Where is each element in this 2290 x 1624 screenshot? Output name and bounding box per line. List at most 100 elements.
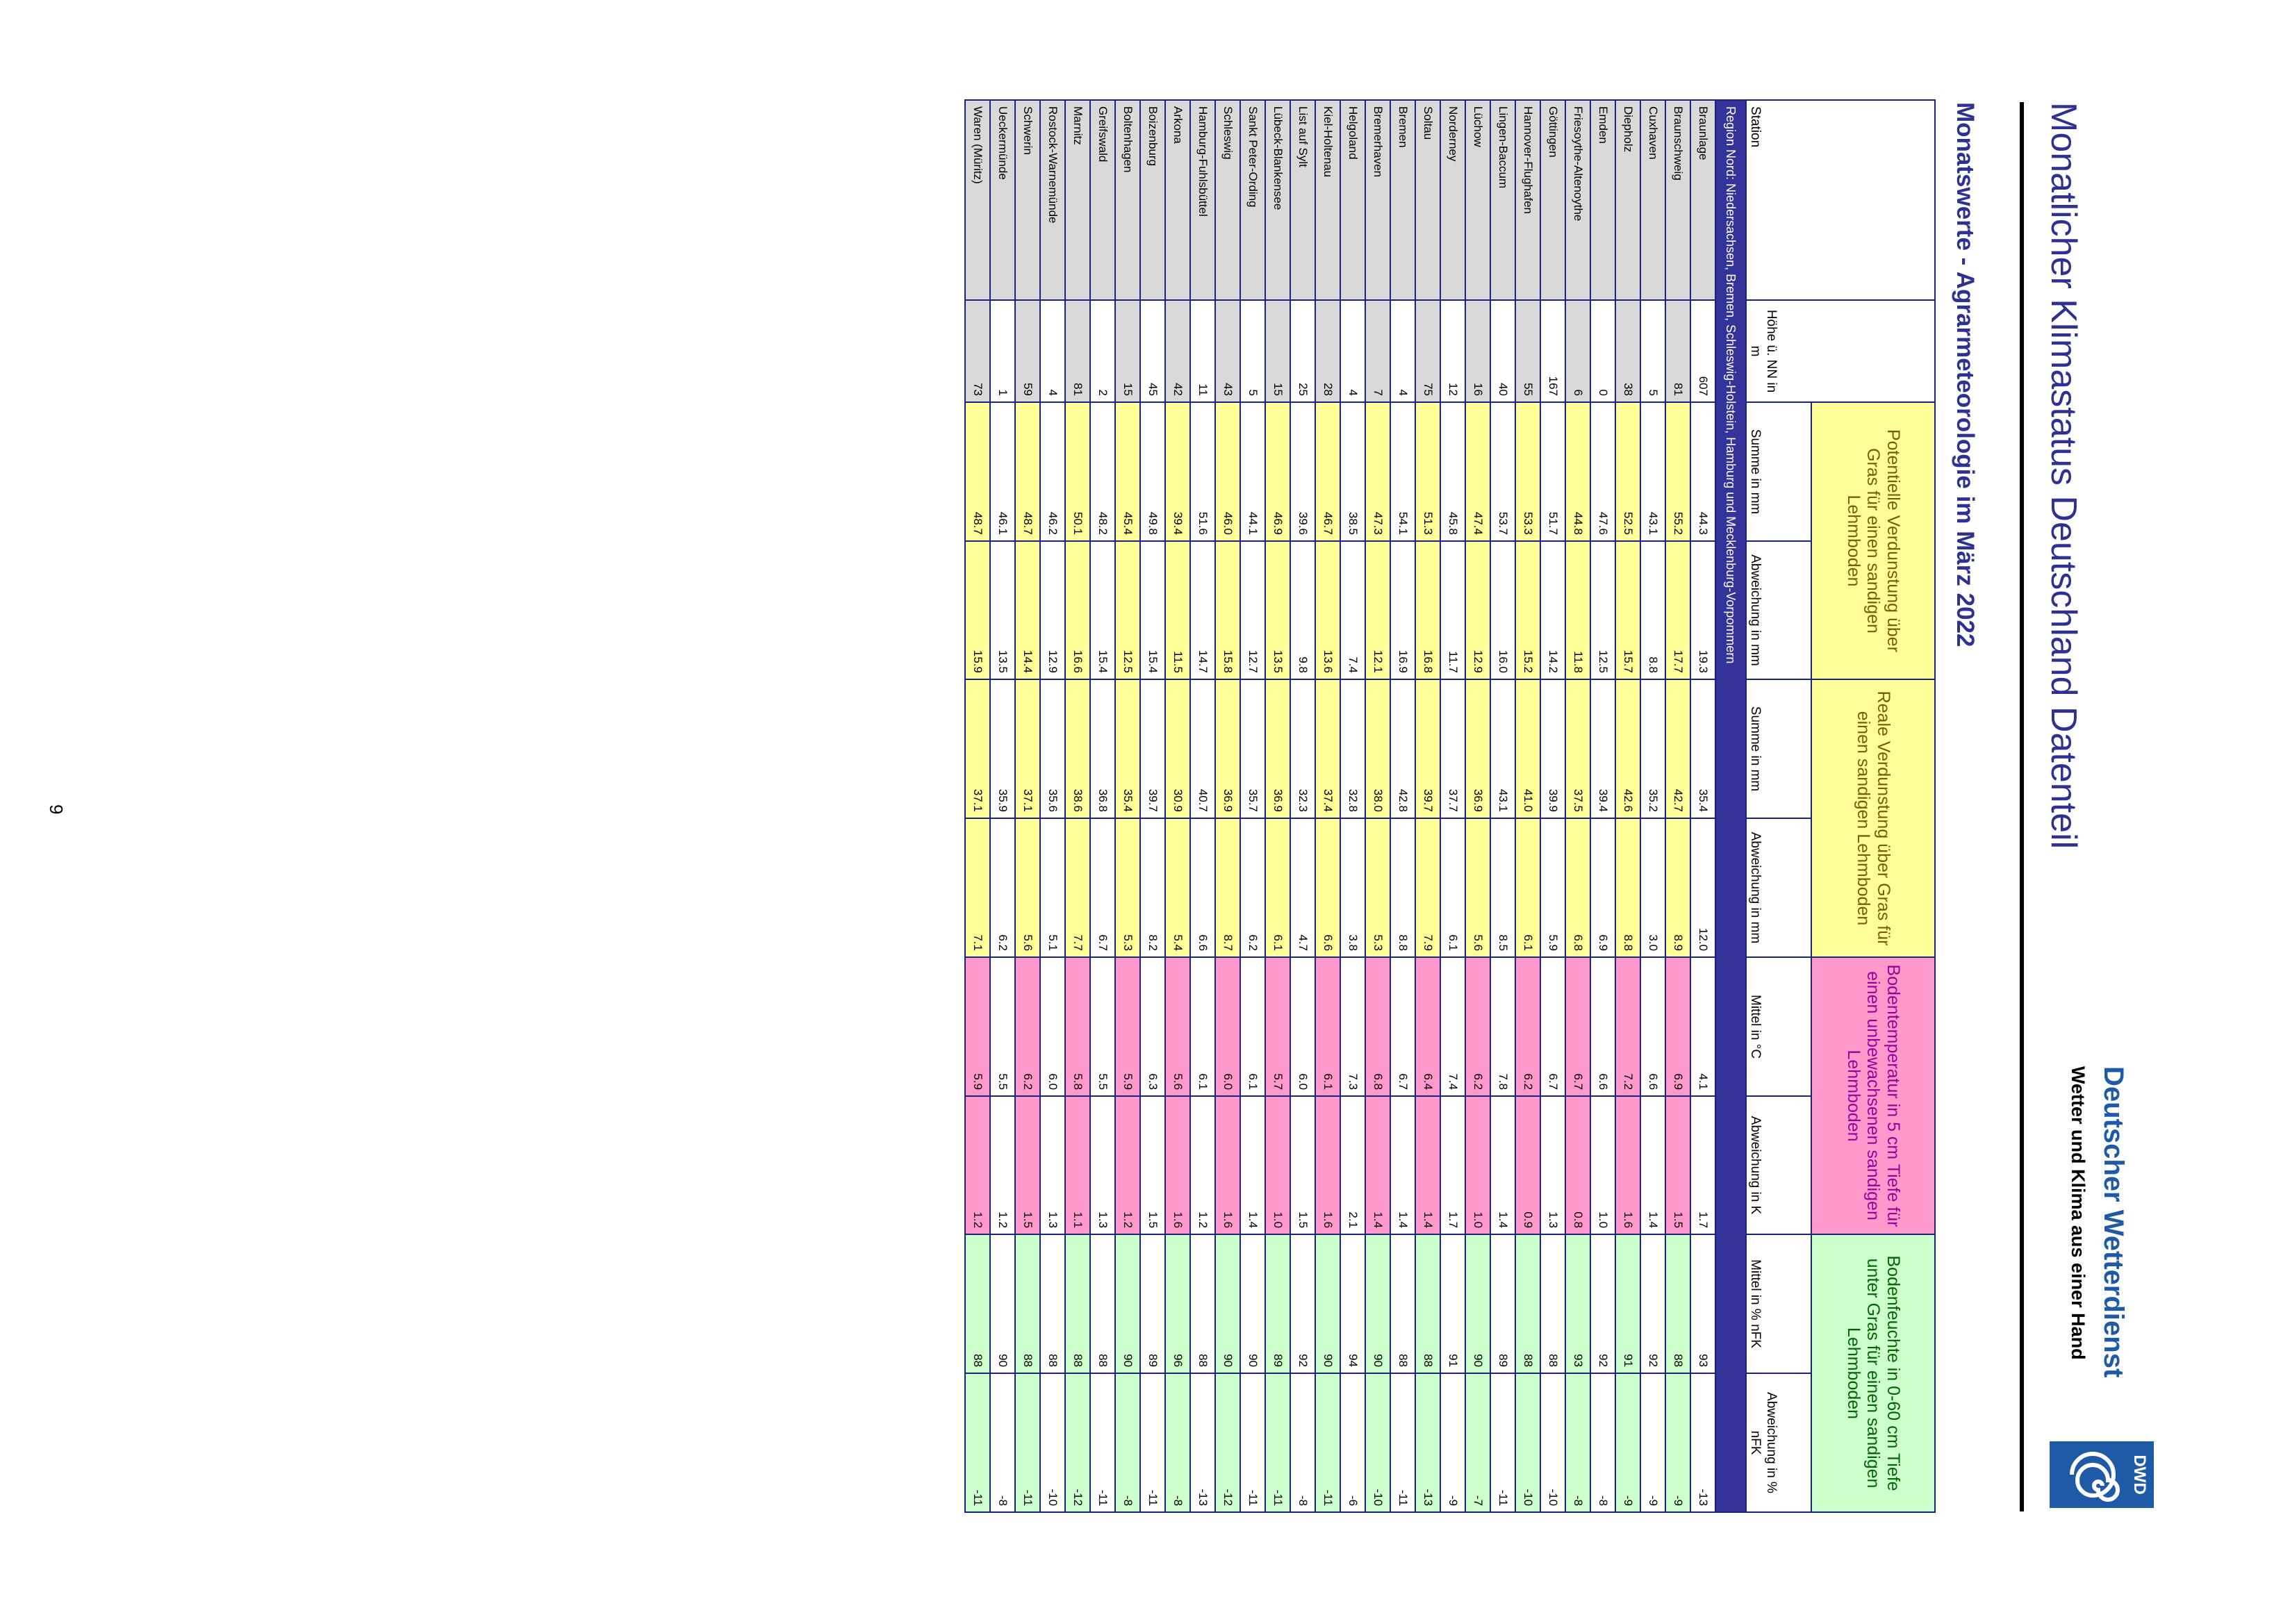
- station-cell: Bremen: [1390, 100, 1415, 300]
- value-cell: 88: [1415, 1234, 1440, 1374]
- value-cell: 14.4: [1015, 541, 1040, 680]
- station-cell: Marnitz: [1065, 100, 1090, 300]
- value-cell: 0.9: [1515, 1096, 1540, 1235]
- value-cell: 88: [1540, 1234, 1565, 1374]
- value-cell: 44.1: [1240, 402, 1265, 541]
- station-cell: Greifswald: [1090, 100, 1115, 300]
- value-cell: 8.2: [1140, 818, 1165, 958]
- value-cell: 46.1: [990, 402, 1015, 541]
- station-cell: Schwerin: [1015, 100, 1040, 300]
- value-cell: 90: [1365, 1234, 1390, 1374]
- station-cell: Braunschweig: [1665, 100, 1690, 300]
- value-cell: 89: [1265, 1234, 1290, 1374]
- value-cell: 5.9: [1115, 957, 1140, 1097]
- data-table: Station Höhe ü. NN in m Potentielle Verdun…: [964, 99, 1936, 1513]
- region-cell: Region Nord: Niedersachsen, Bremen, Schl…: [1715, 100, 1746, 1513]
- data-row: Göttingen 167 51.7 14.2 39.9 5.9 6.7 1.3 88 -10: [1540, 100, 1565, 1513]
- value-cell: 35.7: [1240, 679, 1265, 819]
- value-cell: 4: [1040, 300, 1065, 402]
- value-cell: 4.1: [1690, 957, 1715, 1097]
- value-cell: 7.7: [1065, 818, 1090, 958]
- value-cell: 16.0: [1490, 541, 1515, 680]
- value-cell: 1.6: [1165, 1096, 1190, 1235]
- value-cell: 35.4: [1690, 679, 1715, 819]
- value-cell: 13.5: [1265, 541, 1290, 680]
- region-row: Region Nord: Niedersachsen, Bremen, Schl…: [1715, 100, 1746, 1513]
- header-row: Station Höhe ü. NN in m Potentielle Verdun…: [1746, 100, 1935, 1513]
- value-cell: 39.4: [1165, 402, 1190, 541]
- column-header: Mittel in % nFK: [1746, 1234, 1811, 1374]
- value-cell: 48.7: [965, 402, 990, 541]
- value-cell: 90: [990, 1234, 1015, 1374]
- value-cell: 13.5: [990, 541, 1015, 680]
- data-row: Bremerhaven 7 47.3 12.1 38.0 5.3 6.8 1.4 90 -10: [1365, 100, 1390, 1513]
- value-cell: 39.7: [1415, 679, 1440, 819]
- value-cell: 1.4: [1390, 1096, 1415, 1235]
- value-cell: 88: [1065, 1234, 1090, 1374]
- station-cell: Göttingen: [1540, 100, 1565, 300]
- value-cell: 88: [1090, 1234, 1115, 1374]
- value-cell: -8: [1290, 1373, 1315, 1513]
- value-cell: 16.9: [1390, 541, 1415, 680]
- value-cell: -11: [1265, 1373, 1290, 1513]
- value-cell: 7.3: [1340, 957, 1365, 1097]
- value-cell: 12.9: [1040, 541, 1065, 680]
- value-cell: 6.1: [1240, 957, 1265, 1097]
- value-cell: 88: [1390, 1234, 1415, 1374]
- value-cell: 81: [1665, 300, 1690, 402]
- value-cell: 36.9: [1215, 679, 1240, 819]
- value-cell: 3.0: [1640, 818, 1665, 958]
- data-row: Soltau 75 51.3 16.8 39.7 7.9 6.4 1.4 88 -13: [1415, 100, 1440, 1513]
- value-cell: 43.1: [1490, 679, 1515, 819]
- value-cell: 1.2: [1190, 1096, 1215, 1235]
- value-cell: 45: [1140, 300, 1165, 402]
- value-cell: -12: [1065, 1373, 1090, 1513]
- value-cell: 92: [1290, 1234, 1315, 1374]
- value-cell: 7.1: [965, 818, 990, 958]
- value-cell: 15: [1115, 300, 1140, 402]
- value-cell: 1.0: [1465, 1096, 1490, 1235]
- value-cell: 7.9: [1415, 818, 1440, 958]
- value-cell: 15.2: [1515, 541, 1540, 680]
- station-cell: Emden: [1590, 100, 1615, 300]
- column-header: Mittel in °C: [1746, 957, 1811, 1097]
- value-cell: 6.2: [1015, 957, 1040, 1097]
- value-cell: 4: [1340, 300, 1365, 402]
- table-header: Station Höhe ü. NN in m Potentielle Verdun…: [1746, 100, 1935, 1513]
- value-cell: -8: [1115, 1373, 1140, 1513]
- station-cell: Boizenburg: [1140, 100, 1165, 300]
- station-cell: Boltenhagen: [1115, 100, 1140, 300]
- value-cell: 15.9: [965, 541, 990, 680]
- value-cell: 1.1: [1065, 1096, 1090, 1235]
- value-cell: 54.1: [1390, 402, 1415, 541]
- station-cell: Cuxhaven: [1640, 100, 1665, 300]
- data-row: Diepholz 38 52.5 15.7 42.6 8.8 7.2 1.6 91 -9: [1615, 100, 1640, 1513]
- value-cell: -11: [1240, 1373, 1265, 1513]
- value-cell: 12.1: [1365, 541, 1390, 680]
- value-cell: 8.8: [1615, 818, 1640, 958]
- data-row: Cuxhaven 5 43.1 8.8 35.2 3.0 6.6 1.4 92 -9: [1640, 100, 1665, 1513]
- value-cell: 91: [1615, 1234, 1640, 1374]
- value-cell: 1.6: [1315, 1096, 1340, 1235]
- station-cell: Diepholz: [1615, 100, 1640, 300]
- value-cell: 5.6: [1465, 818, 1490, 958]
- value-cell: 1.2: [990, 1096, 1015, 1235]
- value-cell: -13: [1690, 1373, 1715, 1513]
- value-cell: 1.3: [1090, 1096, 1115, 1235]
- value-cell: 25: [1290, 300, 1315, 402]
- value-cell: 89: [1140, 1234, 1165, 1374]
- column-header: Summe in mm: [1746, 679, 1811, 819]
- value-cell: 1.4: [1240, 1096, 1265, 1235]
- value-cell: 90: [1115, 1234, 1140, 1374]
- value-cell: -11: [1490, 1373, 1515, 1513]
- value-cell: 1.0: [1590, 1096, 1615, 1235]
- data-row: Schleswig 43 46.0 15.8 36.9 8.7 6.0 1.6 90 -12: [1215, 100, 1240, 1513]
- value-cell: 47.4: [1465, 402, 1490, 541]
- value-cell: 12.0: [1690, 818, 1715, 958]
- value-cell: 15.4: [1090, 541, 1115, 680]
- value-cell: 1.4: [1490, 1096, 1515, 1235]
- value-cell: 91: [1440, 1234, 1465, 1374]
- value-cell: -9: [1615, 1373, 1640, 1513]
- value-cell: 1.7: [1690, 1096, 1715, 1235]
